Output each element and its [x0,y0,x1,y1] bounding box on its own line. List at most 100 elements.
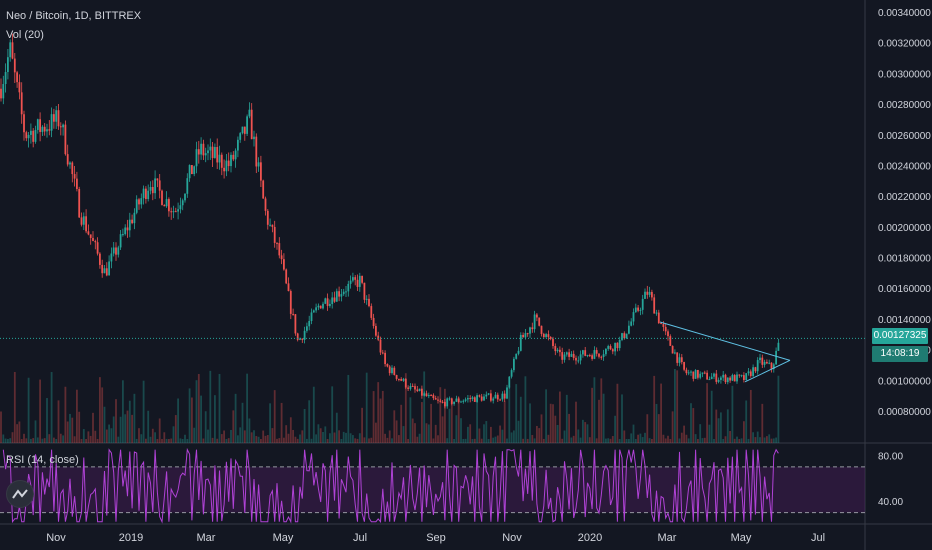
volume-bar [13,371,16,443]
volume-bar [552,404,554,443]
candle-body [76,178,78,189]
candle-body [338,291,340,297]
volume-bar [565,394,568,443]
volume-bar [749,389,752,443]
candle-body [448,398,451,400]
volume-bar [64,386,67,443]
candle-body [135,199,138,213]
candle-body [508,376,511,388]
candle-body [78,188,81,218]
volume-bar [494,436,497,443]
candle-body [356,279,359,287]
volume-bar [508,386,511,443]
candle-body [365,298,368,300]
volume-bar [694,434,697,443]
candle-body [216,147,219,163]
volume-bar [257,436,260,443]
candle-body [138,199,140,205]
candle-body [211,146,214,158]
volume-bar [722,439,725,443]
volume-bar [628,438,630,443]
volume-bar [99,377,101,443]
candle-body [391,367,393,374]
candle-body [342,291,345,295]
volume-bar [726,409,729,443]
volume-bar [379,398,382,443]
volume-bar [372,391,375,443]
volume-bar [211,437,214,443]
candle-body [591,355,593,359]
volume-bar [561,438,564,443]
candle-body [439,400,442,402]
volume-bar [138,428,140,443]
tradingview-logo-icon[interactable] [6,480,34,508]
candle-body [209,146,212,151]
candle-body [694,369,697,379]
candle-body [561,352,564,360]
volume-bar [586,424,589,443]
candle-body [333,297,336,302]
y-tick-label: 0.00220000 [878,192,931,203]
volume-bar [112,416,115,443]
candle-body [699,373,702,378]
volume-bar [674,369,676,443]
volume-bar [409,397,412,443]
candle-body [161,190,163,205]
volume-bar [404,373,407,443]
candle-body [605,348,607,355]
volume-bar [287,433,290,443]
candle-body [85,216,87,232]
candle-body [607,346,610,349]
volume-bar [296,438,299,443]
volume-bar [220,434,223,443]
candle-body [345,291,347,293]
volume-bar [285,425,288,443]
candle-body [770,362,773,370]
candle-body [154,178,156,194]
volume-bar [676,370,679,443]
volume-bar [441,416,444,443]
candle-body [319,305,322,309]
candle-body [763,361,766,365]
volume-bar [301,430,304,443]
candle-body [174,211,177,213]
candle-body [9,42,12,58]
volume-bar [699,424,702,443]
volume-bar [105,429,108,443]
candle-body [92,237,94,242]
candle-body [271,224,274,227]
volume-bar [312,386,315,443]
candle-body [559,349,561,353]
candle-body [126,227,129,231]
candle-body [269,224,271,226]
volume-bar [248,418,251,443]
candle-body [726,377,729,383]
candle-body [579,354,582,361]
candle-body [181,200,184,206]
volume-bar [506,438,508,443]
candle-body [377,335,380,340]
candle-body [492,398,495,401]
volume-bar [142,380,145,443]
candle-body [706,372,708,380]
candle-body [299,338,301,340]
candle-body [234,150,237,160]
candle-body [609,346,612,350]
candle-body [772,364,775,370]
volume-bar [310,438,313,443]
volume-bar [197,374,200,443]
volume-bar [743,421,745,443]
volume-bar [473,438,476,443]
candle-body [687,372,690,374]
candle-body [315,307,317,311]
volume-bar [156,438,159,443]
volume-bar [692,408,695,443]
volume-bar [529,403,531,443]
volume-bar [119,416,122,443]
candle-body [294,314,297,334]
volume-bar [340,438,343,443]
volume-bar [416,436,419,443]
candle-body [7,57,9,73]
candle-body [48,129,51,131]
